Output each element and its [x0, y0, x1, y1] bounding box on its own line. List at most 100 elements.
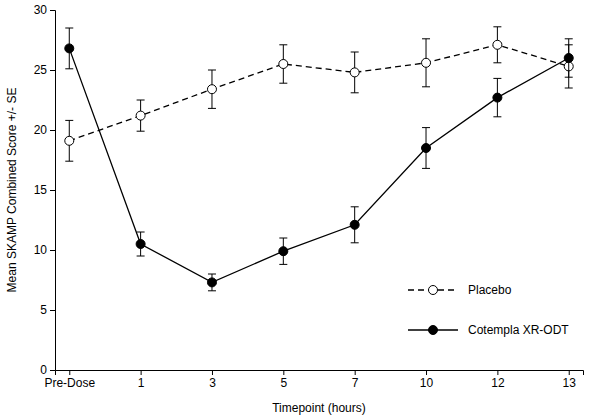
x-tick-mark	[426, 370, 427, 375]
x-tick: 10	[420, 370, 434, 390]
y-tick: 30	[34, 3, 55, 17]
y-tick: 15	[34, 183, 55, 197]
error-bar	[137, 100, 145, 131]
legend: Placebo Cotempla XR-ODT	[408, 283, 569, 337]
error-bar	[493, 27, 501, 63]
error-bar-cap	[279, 83, 287, 84]
data-point	[493, 40, 502, 49]
x-tick-label: 1	[138, 376, 145, 390]
y-tick: 25	[34, 63, 55, 77]
x-tick-label: 12	[491, 376, 505, 390]
y-tick-label: 5	[40, 303, 47, 317]
x-tick-label: 5	[280, 376, 287, 390]
x-tick: 5	[280, 370, 287, 390]
y-tick: 20	[34, 123, 55, 137]
error-bar-cap	[208, 70, 216, 71]
y-tick-mark	[50, 190, 55, 191]
data-point	[65, 136, 74, 145]
data-point	[207, 278, 216, 287]
x-tick-label: 10	[420, 376, 434, 390]
error-bar-cap	[422, 38, 430, 39]
data-point	[279, 60, 288, 69]
error-bar-cap	[422, 168, 430, 169]
y-tick-label: 25	[34, 63, 48, 77]
error-bar	[565, 39, 573, 77]
x-tick-mark	[283, 370, 284, 375]
error-bar	[208, 274, 216, 291]
legend-marker	[429, 286, 438, 295]
error-bar	[422, 39, 430, 87]
error-bar	[422, 128, 430, 169]
error-bar-cap	[422, 86, 430, 87]
y-axis-title: Mean SKAMP Combined Score +/- SE	[5, 88, 19, 293]
x-tick-mark	[355, 370, 356, 375]
series-line	[69, 45, 568, 141]
legend-label: Cotempla XR-ODT	[468, 323, 569, 337]
data-point	[350, 220, 359, 229]
error-bar-cap	[208, 108, 216, 109]
x-tick: 12	[491, 370, 505, 390]
y-tick-label: 10	[34, 243, 48, 257]
error-bar-cap	[137, 256, 145, 257]
error-bar-cap	[493, 116, 501, 117]
error-bar-cap	[137, 232, 145, 233]
x-tick-mark	[569, 370, 570, 375]
error-bar-cap	[65, 161, 73, 162]
x-tick: 7	[352, 370, 359, 390]
y-tick-label: 20	[34, 123, 48, 137]
y-tick-mark	[50, 250, 55, 251]
x-tick-label: 7	[352, 376, 359, 390]
error-bar-cap	[351, 206, 359, 207]
error-bar	[65, 120, 73, 161]
error-bar	[137, 232, 145, 256]
y-tick-mark	[50, 370, 55, 371]
x-axis-title: Timepoint (hours)	[272, 401, 366, 415]
error-bar-cap	[493, 78, 501, 79]
data-point	[493, 93, 502, 102]
legend-label: Placebo	[468, 283, 512, 297]
error-bar	[351, 52, 359, 93]
x-tick: 1	[138, 370, 145, 390]
x-tick: 3	[209, 370, 216, 390]
series	[65, 27, 573, 161]
error-bar-cap	[65, 120, 73, 121]
error-bar	[279, 238, 287, 264]
data-point	[350, 68, 359, 77]
x-axis-line	[56, 371, 584, 376]
data-point	[207, 85, 216, 94]
error-bar-cap	[493, 62, 501, 63]
x-axis: Pre-Dose1357101213	[44, 370, 583, 390]
error-bar-cap	[65, 28, 73, 29]
y-tick-mark	[50, 10, 55, 11]
x-tick-mark	[212, 370, 213, 375]
error-bar-cap	[65, 68, 73, 69]
error-bar-cap	[137, 100, 145, 101]
error-bar-cap	[279, 44, 287, 45]
y-tick-mark	[50, 310, 55, 311]
error-bar-cap	[351, 52, 359, 53]
y-tick-label: 30	[34, 3, 48, 17]
data-point	[136, 240, 145, 249]
error-bar	[351, 207, 359, 243]
error-bar-cap	[493, 26, 501, 27]
marks	[65, 27, 573, 291]
error-bar	[65, 28, 73, 69]
error-bar-cap	[208, 290, 216, 291]
error-bar-cap	[565, 38, 573, 39]
data-point	[136, 111, 145, 120]
x-tick-label: 3	[209, 376, 216, 390]
data-point	[279, 247, 288, 256]
data-point	[422, 144, 431, 153]
error-bar	[279, 45, 287, 83]
error-bar-cap	[565, 88, 573, 89]
x-tick: Pre-Dose	[44, 370, 95, 390]
error-bar-cap	[565, 77, 573, 78]
error-bar-cap	[279, 238, 287, 239]
y-tick: 10	[34, 243, 55, 257]
x-tick-label: Pre-Dose	[44, 376, 95, 390]
y-tick-mark	[50, 70, 55, 71]
data-point	[422, 58, 431, 67]
x-tick-mark	[497, 370, 498, 375]
y-tick: 5	[40, 303, 55, 317]
plot-area: 051015202530Pre-Dose1357101213PlaceboCot…	[34, 3, 584, 389]
